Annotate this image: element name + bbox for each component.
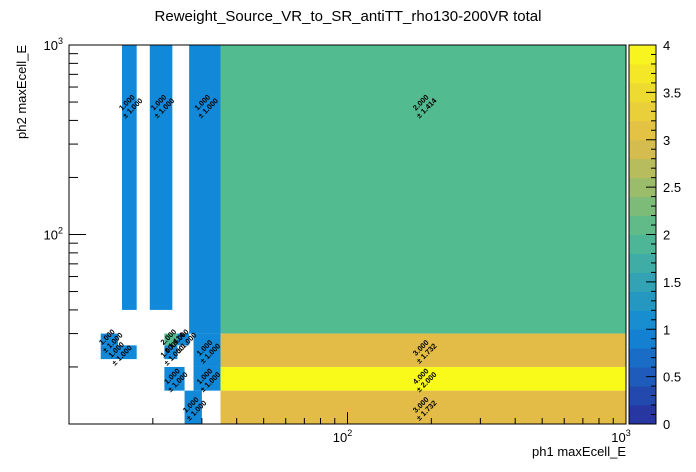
colorbar-band [629,253,656,273]
colorbar-band [629,63,656,84]
heatmap-cell [220,366,626,391]
colorbar-band [629,234,656,254]
colorbar-band [629,310,656,330]
x-tick-label: 102 [333,428,352,445]
color-scale: 0 0.5 1 1.5 2 2.5 3 3.5 4 [628,38,681,432]
colorbar-tick-label: 1 [663,322,670,337]
heatmap-cell [220,45,626,334]
y-axis-title: ph2 maxEcell_E [14,45,29,139]
chart-title: Reweight_Source_VR_to_SR_antiTT_rho130-2… [155,8,542,25]
cell-label-group: 1.000± 1.000 [181,395,208,422]
colorbar-band [629,139,656,160]
y-tick-label: 102 [44,226,63,243]
colorbar-tick-label: 2 [663,228,670,243]
x-axis-title: ph1 maxEcell_E [532,444,626,459]
heatmap-cells [100,45,626,424]
heatmap-cell [100,345,137,360]
colorbar-band [629,386,656,406]
colorbar-band [629,45,656,65]
heatmap-cell [122,45,137,310]
cell-label-group: 1.000± 1.000 [117,93,144,120]
colorbar-band [629,120,656,141]
x-axis: 102 103 [152,412,631,445]
colorbar-band [629,329,656,349]
heatmap-cell [220,333,626,367]
colorbar-band [629,405,656,425]
colorbar-tick-label: 1.5 [663,275,681,290]
heatmap-cell [100,333,119,346]
colorbar-band [629,196,656,217]
colorbar-tick-label: 2.5 [663,180,681,195]
colorbar-band [629,272,656,292]
heatmap-cell [193,333,221,367]
heatmap-cell [164,333,178,346]
heatmap-cell [189,45,221,334]
x-tick-label: 103 [611,428,630,445]
heatmap-cell [193,366,221,391]
colorbar-band [629,158,656,179]
colorbar-band [629,291,656,311]
colorbar-tick-label: 3.5 [663,85,681,100]
y-axis: 102 103 [44,36,86,368]
colorbar-band [629,101,656,122]
heatmap-cell [149,45,173,310]
heatmap-cell [164,366,185,391]
colorbar-band [629,82,656,103]
y-tick-label: 103 [44,36,63,53]
colorbar-band [629,215,656,235]
colorbar-band [629,367,656,387]
colorbar-tick-label: 0 [663,417,670,432]
heatmap-cell [164,345,178,360]
heatmap-cell [184,390,202,424]
colorbar-band [629,348,656,368]
colorbar-tick-label: 0.5 [663,370,681,385]
colorbar-tick-label: 3 [663,133,670,148]
colorbar-band [629,177,656,198]
heatmap-cell [177,333,190,346]
heatmap-cell [220,390,626,424]
colorbar-tick-label: 4 [663,38,670,53]
